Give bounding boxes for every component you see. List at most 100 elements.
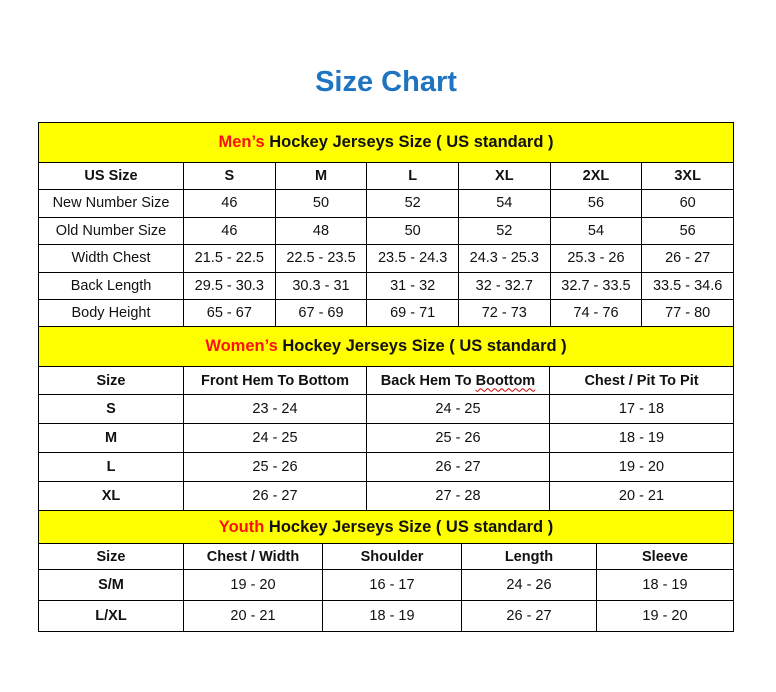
row-label: Back Length — [38, 271, 184, 300]
column-header: Sleeve — [596, 543, 734, 570]
table-cell: 20 - 21 — [183, 600, 323, 632]
table-cell: 26 - 27 — [461, 600, 597, 632]
table-cell: 46 — [183, 216, 276, 245]
header-text: Back Hem To — [380, 372, 476, 389]
row-label: L — [38, 452, 184, 482]
column-header: Chest / Width — [183, 543, 323, 570]
column-header: 2XL — [549, 162, 643, 190]
table-cell: 27 - 28 — [366, 481, 550, 511]
table-row: Width Chest 21.5 - 22.5 22.5 - 23.5 23.5 - … — [38, 244, 734, 273]
table-cell: 22.5 - 23.5 — [274, 244, 368, 273]
column-header: S — [183, 162, 276, 190]
table-cell: 32 - 32.7 — [457, 271, 551, 300]
men-size-table: Men’s Hockey Jerseys Size ( US standard … — [38, 122, 734, 328]
table-row: S/M 19 - 20 16 - 17 24 - 26 18 - 19 — [38, 569, 734, 601]
table-cell: 31 - 32 — [366, 271, 459, 300]
table-cell: 67 - 69 — [274, 299, 368, 328]
row-label: Width Chest — [38, 244, 184, 273]
column-header: Length — [461, 543, 597, 570]
table-cell: 48 — [274, 216, 368, 245]
column-header-label: Sleeve — [642, 548, 688, 565]
youth-size-table: Youth Hockey Jerseys Size ( US standard … — [38, 510, 734, 632]
table-cell: 65 - 67 — [183, 299, 276, 328]
men-title-band: Men’s Hockey Jerseys Size ( US standard … — [38, 122, 734, 163]
table-cell: 24 - 25 — [183, 423, 367, 453]
row-label: XL — [38, 481, 184, 511]
women-size-table: Women’s Hockey Jerseys Size ( US standar… — [38, 326, 734, 511]
table-cell: 24 - 26 — [461, 569, 597, 601]
table-cell: 52 — [366, 189, 459, 218]
table-row: S 23 - 24 24 - 25 17 - 18 — [38, 394, 734, 424]
table-cell: 50 — [274, 189, 368, 218]
section-title-text: Hockey Jerseys Size ( US standard ) — [264, 133, 554, 151]
table-cell: 52 — [457, 216, 551, 245]
column-header-label: Chest / Width — [206, 548, 300, 565]
column-header-label: Size — [96, 372, 126, 389]
column-header: Size — [38, 543, 184, 570]
column-header-label: 2XL — [582, 168, 610, 184]
section-title-text: Hockey Jerseys Size ( US standard ) — [277, 337, 567, 355]
table-cell: 17 - 18 — [549, 394, 734, 424]
table-cell: 23.5 - 24.3 — [366, 244, 459, 273]
table-row: Old Number Size 46 48 50 52 54 56 — [38, 216, 734, 245]
table-cell: 54 — [549, 216, 643, 245]
table-row: L/XL 20 - 21 18 - 19 26 - 27 19 - 20 — [38, 600, 734, 632]
table-cell: 26 - 27 — [183, 481, 367, 511]
table-row: Back Length 29.5 - 30.3 30.3 - 31 31 - 32 32… — [38, 271, 734, 300]
table-cell: 25.3 - 26 — [549, 244, 643, 273]
table-cell: 60 — [641, 189, 734, 218]
table-cell: 56 — [549, 189, 643, 218]
section-title-text: Hockey Jerseys Size ( US standard ) — [264, 517, 554, 536]
table-row: New Number Size 46 50 52 54 56 60 — [38, 189, 734, 218]
column-header-label: S — [224, 168, 235, 184]
table-cell: 46 — [183, 189, 276, 218]
table-cell: 33.5 - 34.6 — [641, 271, 734, 300]
table-cell: 32.7 - 33.5 — [549, 271, 643, 300]
column-header: 3XL — [641, 162, 734, 190]
table-cell: 24 - 25 — [366, 394, 550, 424]
table-cell: 26 - 27 — [366, 452, 550, 482]
youth-header-row: Size Chest / Width Shoulder Length Sleeve — [38, 543, 734, 570]
table-row: XL 26 - 27 27 - 28 20 - 21 — [38, 481, 734, 511]
column-header-label: US Size — [84, 168, 138, 184]
table-cell: 56 — [641, 216, 734, 245]
table-row: M 24 - 25 25 - 26 18 - 19 — [38, 423, 734, 453]
column-header: Front Hem To Bottom — [183, 366, 367, 395]
row-label: New Number Size — [38, 189, 184, 218]
column-header: M — [274, 162, 368, 190]
column-header-label: XL — [495, 168, 514, 184]
table-cell: 72 - 73 — [457, 299, 551, 328]
column-header-label: Front Hem To Bottom — [201, 372, 349, 389]
table-cell: 69 - 71 — [366, 299, 459, 328]
column-header-label: Chest / Pit To Pit — [584, 372, 699, 389]
men-section-title: Men’s Hockey Jerseys Size ( US standard … — [38, 122, 734, 163]
table-cell: 16 - 17 — [322, 569, 462, 601]
misspelled-word: Boottom — [475, 372, 536, 389]
section-title-highlight: Women’s — [205, 337, 278, 355]
table-cell: 19 - 20 — [596, 600, 734, 632]
table-cell: 29.5 - 30.3 — [183, 271, 276, 300]
column-header-label: 3XL — [674, 168, 701, 184]
row-label: Old Number Size — [38, 216, 184, 245]
column-header-label: L — [408, 168, 418, 184]
page-title: Size Chart — [315, 66, 457, 98]
row-label: M — [38, 423, 184, 453]
table-row: L 25 - 26 26 - 27 19 - 20 — [38, 452, 734, 482]
table-cell: 24.3 - 25.3 — [457, 244, 551, 273]
section-title-highlight: Youth — [218, 517, 265, 536]
column-header: L — [366, 162, 459, 190]
table-cell: 18 - 19 — [549, 423, 734, 453]
section-title-highlight: Men’s — [218, 133, 265, 151]
table-cell: 54 — [457, 189, 551, 218]
table-cell: 23 - 24 — [183, 394, 367, 424]
table-cell: 74 - 76 — [549, 299, 643, 328]
youth-section-title: Youth Hockey Jerseys Size ( US standard … — [38, 510, 734, 544]
column-header-label: Length — [504, 548, 554, 565]
column-header-label: Shoulder — [360, 548, 424, 565]
women-section-title: Women’s Hockey Jerseys Size ( US standar… — [38, 326, 734, 367]
row-label: L/XL — [38, 600, 184, 632]
table-cell: 77 - 80 — [641, 299, 734, 328]
column-header-label: Back Hem To Boottom — [381, 373, 535, 389]
table-cell: 20 - 21 — [549, 481, 734, 511]
table-cell: 50 — [366, 216, 459, 245]
